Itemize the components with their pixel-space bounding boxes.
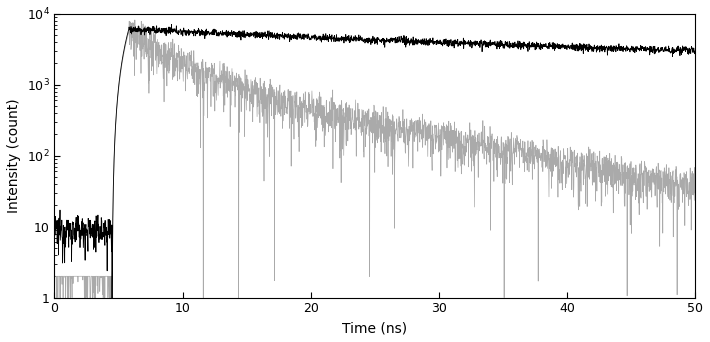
- X-axis label: Time (ns): Time (ns): [342, 321, 408, 335]
- Y-axis label: Intensity (count): Intensity (count): [7, 98, 21, 213]
